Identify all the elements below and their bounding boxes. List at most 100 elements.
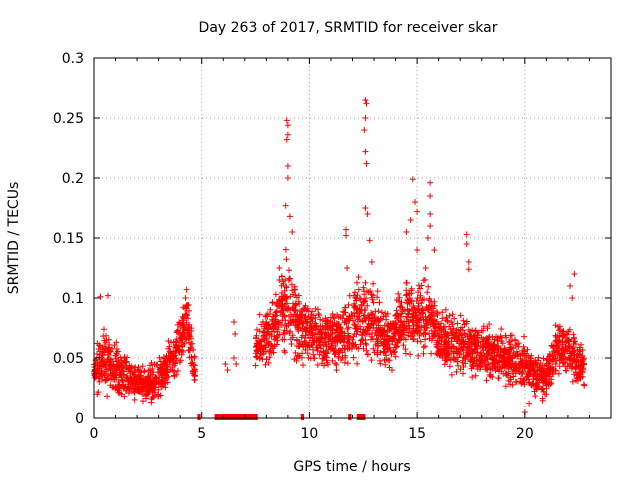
data-point [517, 375, 524, 382]
data-point [368, 336, 374, 343]
data-point [471, 346, 478, 353]
data-point [166, 361, 173, 368]
data-point [389, 338, 396, 345]
data-point [120, 382, 127, 388]
data-point [463, 231, 470, 238]
data-point [324, 359, 331, 366]
data-point [363, 341, 370, 348]
data-point [482, 343, 489, 350]
data-point [130, 375, 137, 382]
data-point [282, 349, 288, 356]
data-point [414, 247, 421, 253]
data-point [297, 312, 304, 319]
data-point [351, 321, 358, 328]
data-point [335, 321, 342, 328]
data-point [393, 343, 400, 350]
data-point [469, 374, 476, 381]
data-point [344, 265, 351, 271]
data-point [263, 312, 270, 319]
data-point [468, 356, 475, 363]
data-point [360, 345, 367, 352]
data-point [118, 364, 125, 371]
data-point [391, 348, 398, 355]
data-point [296, 343, 303, 350]
data-point [425, 306, 432, 313]
data-point [102, 345, 109, 352]
data-point [546, 353, 553, 360]
data-point [384, 328, 391, 335]
data-point [427, 179, 434, 186]
data-point [293, 301, 300, 308]
data-point [484, 325, 491, 332]
data-point [351, 309, 358, 316]
data-point [406, 307, 413, 314]
data-point [334, 337, 340, 344]
data-point [565, 355, 572, 362]
data-point [284, 122, 291, 129]
data-point [253, 332, 260, 339]
data-point [361, 298, 368, 305]
data-point [376, 299, 383, 306]
data-point [360, 284, 367, 291]
data-point [362, 340, 369, 347]
data-point [555, 323, 561, 330]
data-point [362, 205, 369, 211]
data-point [472, 327, 479, 334]
data-point [350, 317, 357, 324]
data-point [282, 246, 289, 253]
data-point [339, 315, 346, 322]
data-point [395, 337, 402, 344]
y-tick-label: 0.25 [53, 111, 84, 127]
data-point [115, 389, 122, 396]
data-point [231, 355, 237, 361]
data-point [454, 336, 461, 342]
data-point [117, 354, 124, 361]
data-point [459, 338, 466, 345]
data-point [486, 364, 493, 371]
data-point [480, 323, 487, 330]
data-point [302, 302, 309, 309]
data-point [448, 329, 455, 336]
data-point [485, 361, 492, 368]
data-point [532, 393, 539, 400]
data-point [503, 358, 509, 365]
data-point [526, 370, 532, 377]
data-point [140, 386, 146, 393]
data-point [95, 389, 102, 396]
data-point [454, 320, 461, 327]
data-point [480, 327, 487, 334]
data-point [308, 341, 315, 348]
data-point [343, 226, 349, 233]
data-point [364, 211, 371, 217]
data-point [536, 373, 542, 380]
data-point [155, 393, 162, 400]
data-point [185, 315, 191, 322]
data-point [577, 374, 584, 381]
data-point [383, 356, 390, 363]
data-point [332, 360, 339, 367]
data-point [491, 349, 498, 356]
data-point [152, 389, 159, 396]
data-point [495, 375, 502, 382]
data-point [350, 354, 357, 361]
data-point [524, 346, 531, 353]
data-point [481, 357, 488, 364]
data-point [105, 344, 112, 351]
data-point [260, 332, 267, 339]
data-point [290, 300, 297, 307]
data-point [397, 330, 404, 337]
data-point [434, 318, 441, 325]
data-point [274, 318, 281, 325]
data-point [518, 380, 525, 387]
data-point [434, 312, 441, 318]
data-point [569, 349, 576, 356]
data-point [362, 97, 369, 103]
data-point [442, 317, 449, 324]
data-point [160, 376, 167, 383]
data-point [437, 327, 444, 333]
data-point [486, 321, 493, 328]
data-point [533, 386, 540, 393]
data-point [513, 379, 520, 386]
data-point [144, 373, 151, 380]
data-point [317, 336, 324, 343]
